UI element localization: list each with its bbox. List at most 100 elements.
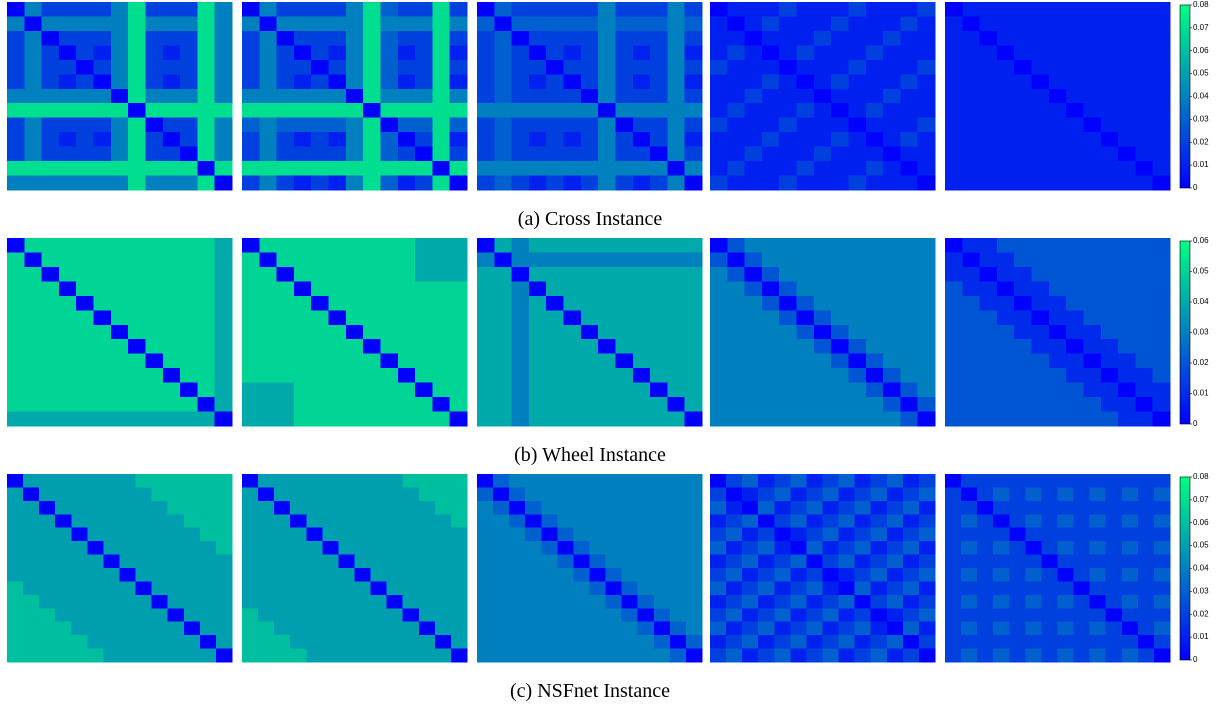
heatmap-cell — [621, 514, 639, 529]
heatmap-cell — [128, 411, 146, 427]
heatmap-cell — [76, 117, 94, 133]
heatmap-cell — [1048, 74, 1067, 90]
heatmap-cell — [135, 648, 153, 663]
heatmap-cell — [838, 487, 856, 502]
heatmap-cell — [290, 487, 307, 502]
heatmap-cell — [790, 635, 807, 649]
heatmap-cell — [7, 368, 25, 384]
heatmap-cell — [1066, 252, 1084, 268]
heatmap-cell — [199, 648, 217, 663]
heatmap-cell — [1025, 621, 1042, 636]
heatmap-cell — [962, 117, 981, 133]
heatmap-cell — [546, 117, 564, 133]
heatmap-cell — [380, 397, 399, 412]
heatmap-cell — [145, 353, 164, 369]
heatmap-cell — [380, 45, 399, 61]
heatmap-cell — [796, 339, 815, 355]
heatmap-cell — [996, 117, 1015, 133]
heatmap-cell — [397, 382, 416, 398]
heatmap-cell — [996, 16, 1015, 32]
heatmap-cell — [546, 16, 564, 32]
heatmap-cell — [58, 382, 77, 398]
heatmap-cell — [1089, 500, 1107, 515]
heatmap-cell — [354, 541, 371, 555]
heatmap-cell — [902, 594, 920, 609]
heatmap-cell — [128, 281, 146, 297]
heatmap-cell — [632, 238, 651, 253]
heatmap-cell — [528, 59, 547, 75]
heatmap-cell — [615, 310, 634, 326]
heatmap-cell — [900, 16, 919, 32]
heatmap-cell — [432, 88, 451, 104]
heatmap-cell — [945, 59, 963, 75]
heatmap-cell — [918, 581, 936, 596]
heatmap-cell — [197, 324, 216, 340]
heatmap-cell — [322, 500, 339, 515]
heatmap-cell — [24, 16, 43, 32]
heatmap-cell — [449, 238, 468, 253]
heatmap-cell — [434, 635, 452, 649]
heatmap-cell — [151, 487, 169, 502]
heatmap-cell — [494, 295, 513, 311]
heatmap-cell — [650, 117, 668, 133]
heatmap-cell — [242, 621, 259, 636]
heatmap-cell — [338, 621, 355, 636]
heatmap-cell — [744, 295, 763, 311]
heatmap-cell — [276, 353, 295, 369]
heatmap-cell — [667, 132, 686, 148]
heatmap-cell — [848, 252, 867, 268]
heatmap-cell — [1048, 45, 1067, 61]
heatmap-cell — [449, 324, 468, 340]
heatmap-cell — [996, 45, 1015, 61]
heatmap-cell — [1100, 74, 1119, 90]
heatmap-cell — [650, 16, 668, 32]
heatmap-cell — [653, 527, 671, 542]
heatmap-cell — [961, 594, 978, 609]
heatmap-cell — [917, 117, 936, 133]
heatmap-cell — [397, 30, 416, 46]
heatmap-cell — [806, 635, 823, 649]
heatmap-cell — [432, 16, 451, 32]
heatmap-cell — [573, 554, 590, 569]
heatmap-cell — [322, 554, 339, 569]
heatmap-cell — [151, 581, 169, 596]
heatmap-cell — [1073, 554, 1091, 569]
heatmap-cell — [293, 339, 312, 355]
heatmap-cell — [621, 500, 639, 515]
heatmap-cell — [528, 295, 547, 311]
heatmap-cell — [669, 568, 687, 582]
heatmap-cell — [1014, 74, 1032, 90]
heatmap-cell — [563, 339, 582, 355]
heatmap-cell — [162, 175, 181, 191]
heatmap-cell — [615, 295, 634, 311]
heatmap-cell — [685, 621, 703, 636]
heatmap-cell — [39, 581, 56, 596]
heatmap-cell — [58, 339, 77, 355]
heatmap-cell — [58, 324, 77, 340]
heatmap-cell — [183, 621, 201, 636]
heatmap-cell — [7, 74, 25, 90]
heatmap-cell — [580, 295, 599, 311]
heatmap-cell — [831, 339, 849, 355]
heatmap-cell — [900, 368, 919, 384]
heatmap-cell — [215, 487, 233, 502]
heatmap-cell — [7, 16, 25, 32]
heatmap-cell — [119, 514, 136, 529]
heatmap-cell — [24, 252, 43, 268]
heatmap-cell — [402, 554, 420, 569]
heatmap-cell — [813, 30, 832, 46]
heatmap-cell — [418, 487, 436, 502]
heatmap-cell — [598, 295, 616, 311]
heatmap-cell — [902, 608, 920, 623]
heatmap-cell — [886, 621, 904, 636]
heatmap-cell — [370, 487, 388, 502]
heatmap-cell — [432, 30, 451, 46]
heatmap-cell — [180, 103, 198, 119]
heatmap-cell — [183, 500, 201, 515]
heatmap-cell — [977, 608, 994, 623]
heatmap-cell — [813, 339, 832, 355]
heatmap-cell — [962, 397, 981, 412]
heatmap-cell — [509, 487, 526, 502]
heatmap-cell — [883, 59, 901, 75]
heatmap-cell — [1100, 281, 1119, 297]
